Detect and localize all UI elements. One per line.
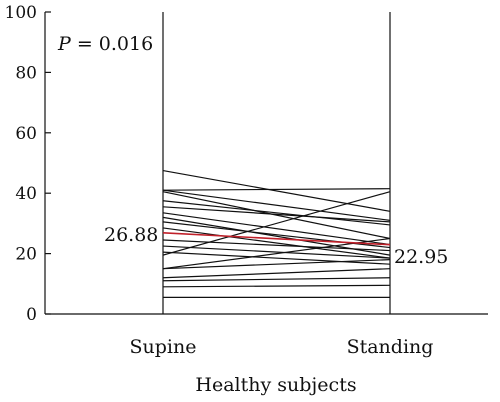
standing-mean-label: 22.95 — [394, 246, 448, 268]
y-ticks: 0 20 40 60 80 100 — [5, 3, 51, 325]
subject-line — [162, 206, 391, 223]
subject-line — [162, 245, 391, 259]
subject-line — [162, 239, 391, 252]
subject-line — [162, 268, 391, 279]
axes — [44, 12, 488, 315]
subject-line — [162, 284, 391, 288]
y-tick-label: 60 — [15, 124, 37, 144]
subject-line — [162, 237, 391, 270]
supine-mean-label: 26.88 — [104, 224, 158, 246]
subject-line — [162, 212, 391, 246]
subject-line — [162, 191, 391, 240]
y-tick-label: 80 — [15, 63, 37, 83]
series-lines — [162, 169, 391, 298]
p-value: = 0.016 — [71, 33, 153, 55]
p-value-annotation: P = 0.016 — [57, 33, 153, 55]
subject-line — [162, 259, 391, 270]
subject-line — [162, 189, 391, 221]
category-label-supine: Supine — [130, 336, 197, 358]
subject-line — [162, 191, 391, 256]
mean-line — [162, 232, 391, 246]
subject-line — [162, 200, 391, 226]
subject-line — [162, 251, 391, 265]
p-label: P — [57, 33, 72, 55]
category-label-standing: Standing — [347, 336, 434, 358]
subject-line — [162, 277, 391, 282]
x-axis-title: Healthy subjects — [195, 374, 356, 396]
subject-line — [162, 188, 391, 191]
y-tick-label: 20 — [15, 245, 37, 265]
y-tick-label: 0 — [26, 305, 37, 325]
subject-line — [162, 227, 391, 259]
subject-line — [162, 169, 391, 212]
y-tick-label: 40 — [15, 184, 37, 204]
y-tick-label: 100 — [5, 3, 37, 23]
